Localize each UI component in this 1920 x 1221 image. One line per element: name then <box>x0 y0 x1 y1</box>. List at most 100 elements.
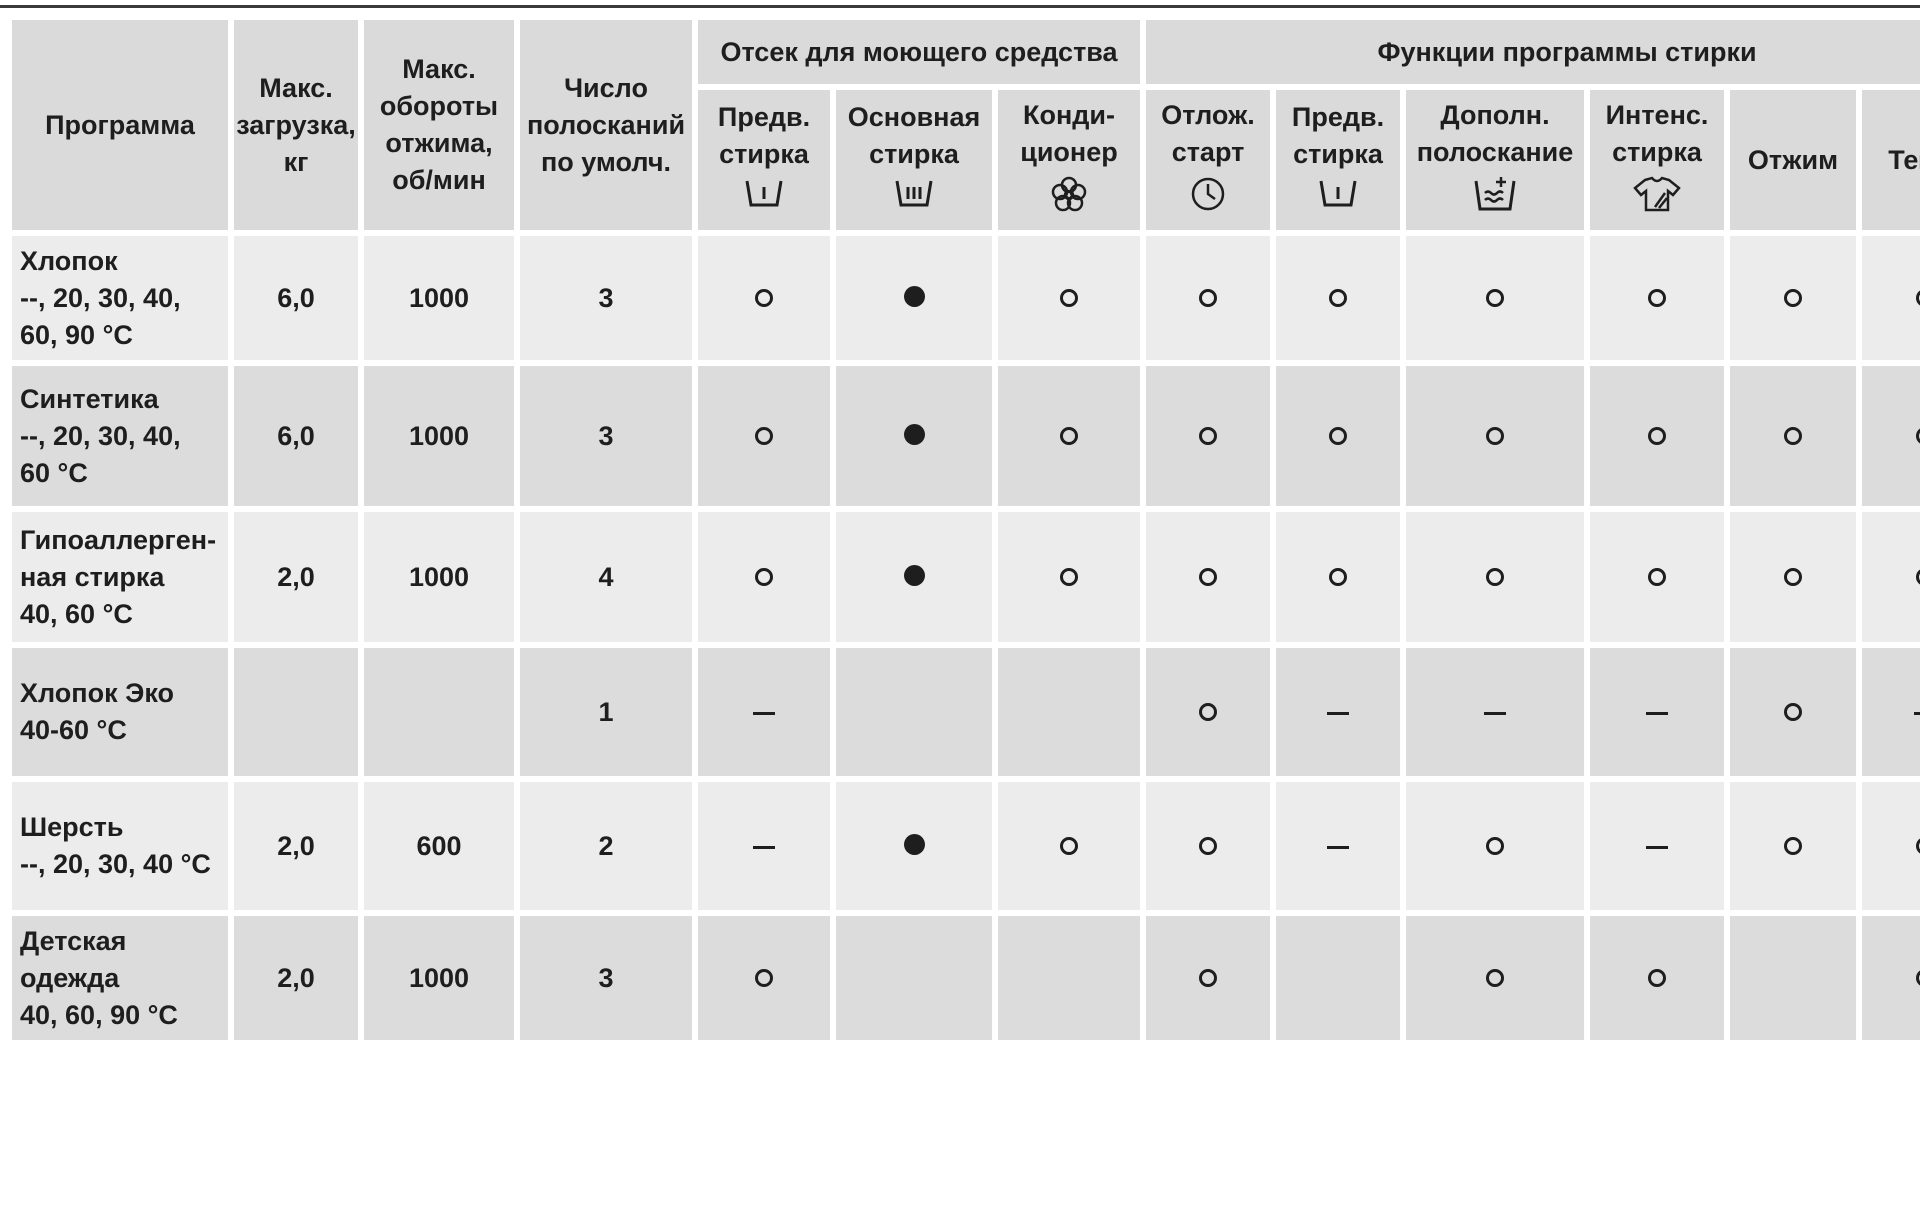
option-cell <box>998 782 1140 910</box>
option-cell <box>1276 512 1400 642</box>
option-cell <box>998 236 1140 360</box>
optional-circle-icon <box>1916 567 1920 586</box>
option-cell <box>1730 236 1856 360</box>
table-row: Хлопок --, 20, 30, 40, 60, 90 °C 6,0 1000 3 <box>12 236 1920 360</box>
option-cell <box>836 236 992 360</box>
option-cell <box>1862 916 1920 1040</box>
option-cell <box>1146 236 1270 360</box>
optional-circle-icon <box>1199 702 1217 721</box>
standard-dot-icon <box>903 285 925 307</box>
program-name-cell: Шерсть --, 20, 30, 40 °C <box>12 782 228 910</box>
optional-circle-icon <box>1784 567 1802 586</box>
program-name-line: Хлопок Эко <box>20 678 174 708</box>
option-cell <box>1276 782 1400 910</box>
optional-circle-icon <box>1784 288 1802 307</box>
not-available-dash-icon <box>1646 711 1668 715</box>
option-cell <box>1406 648 1584 776</box>
delay-clock-icon <box>1146 175 1270 223</box>
header-max-spin: Макс. обороты отжима, об/мин <box>364 20 514 230</box>
rinses-cell: 1 <box>520 648 692 776</box>
rinses-cell: 3 <box>520 236 692 360</box>
option-cell <box>698 648 830 776</box>
header-col-label: Отлож. старт <box>1161 100 1255 167</box>
option-cell <box>1730 512 1856 642</box>
max-load-cell <box>234 648 358 776</box>
optional-circle-icon <box>1329 426 1347 445</box>
max-spin-cell <box>364 648 514 776</box>
option-cell <box>998 916 1140 1040</box>
option-cell <box>1730 648 1856 776</box>
not-available-dash-icon <box>753 711 775 715</box>
optional-circle-icon <box>1329 567 1347 586</box>
option-cell <box>998 512 1140 642</box>
optional-circle-icon <box>1648 968 1666 987</box>
program-name-line: Синтетика <box>20 383 159 414</box>
rinses-cell: 2 <box>520 782 692 910</box>
optional-circle-icon <box>1486 968 1504 987</box>
max-spin-cell: 1000 <box>364 236 514 360</box>
program-name-line: Шерсть <box>20 812 124 842</box>
program-name-line: 40, 60 °C <box>20 598 133 629</box>
option-cell <box>1276 236 1400 360</box>
table-row: Шерсть --, 20, 30, 40 °C 2,0 600 2 <box>12 782 1920 910</box>
optional-circle-icon <box>755 288 773 307</box>
option-cell <box>1276 648 1400 776</box>
option-cell <box>1862 648 1920 776</box>
program-name-line: --, 20, 30, 40 °C <box>20 849 211 879</box>
option-cell <box>1406 916 1584 1040</box>
header-rinses: Число полосканий по умолч. <box>520 20 692 230</box>
prewash-tub-icon <box>698 177 830 221</box>
table-row: Синтетика --, 20, 30, 40, 60 °C 6,0 1000 3 <box>12 366 1920 506</box>
optional-circle-icon <box>1916 968 1920 987</box>
header-col-3: Отлож. старт <box>1146 90 1270 230</box>
header-col-label: Предв. стирка <box>1291 102 1385 169</box>
option-cell <box>1146 916 1270 1040</box>
option-cell <box>1146 648 1270 776</box>
max-spin-cell: 1000 <box>364 512 514 642</box>
option-cell <box>1590 236 1724 360</box>
not-available-dash-icon <box>1914 711 1920 715</box>
program-name-line: --, 20, 30, 40, <box>20 282 181 313</box>
option-cell <box>836 512 992 642</box>
program-name-cell: Синтетика --, 20, 30, 40, 60 °C <box>12 366 228 506</box>
header-col-label: Предв. стирка <box>717 102 811 169</box>
header-col-6: Интенс. стирка <box>1590 90 1724 230</box>
standard-dot-icon <box>903 423 925 445</box>
optional-circle-icon <box>1916 426 1920 445</box>
option-cell <box>698 236 830 360</box>
option-cell <box>1406 236 1584 360</box>
header-program-functions: Функции программы стирки <box>1146 20 1920 84</box>
table-row: Хлопок Эко 40-60 °C 1 <box>12 648 1920 776</box>
option-cell <box>1406 512 1584 642</box>
optional-circle-icon <box>1784 836 1802 855</box>
option-cell <box>1730 782 1856 910</box>
optional-circle-icon <box>1486 567 1504 586</box>
option-cell <box>998 366 1140 506</box>
option-cell <box>1276 366 1400 506</box>
option-cell <box>698 366 830 506</box>
optional-circle-icon <box>1916 836 1920 855</box>
optional-circle-icon <box>1199 968 1217 987</box>
header-col-7: Отжим <box>1730 90 1856 230</box>
prewash-tub-icon <box>1276 177 1400 221</box>
optional-circle-icon <box>1486 426 1504 445</box>
intensive-shirt-icon <box>1590 175 1724 223</box>
header-col-label: Отжим <box>1747 144 1839 175</box>
max-spin-cell: 1000 <box>364 916 514 1040</box>
option-cell <box>1730 916 1856 1040</box>
option-cell <box>1590 648 1724 776</box>
program-name-line: Хлопок <box>20 245 118 276</box>
header-detergent-compartment: Отсек для моющего средства <box>698 20 1140 84</box>
option-cell <box>836 782 992 910</box>
optional-circle-icon <box>1916 288 1920 307</box>
optional-circle-icon <box>1784 426 1802 445</box>
header-col-8: Темп. <box>1862 90 1920 230</box>
header-col-1: Основная стирка <box>836 90 992 230</box>
not-available-dash-icon <box>1484 711 1506 715</box>
program-name-line: --, 20, 30, 40, <box>20 420 181 451</box>
header-col-label: Основная стирка <box>847 102 981 169</box>
optional-circle-icon <box>1486 288 1504 307</box>
header-col-5: Дополн. полоскание <box>1406 90 1584 230</box>
max-load-cell: 6,0 <box>234 366 358 506</box>
option-cell <box>1276 916 1400 1040</box>
